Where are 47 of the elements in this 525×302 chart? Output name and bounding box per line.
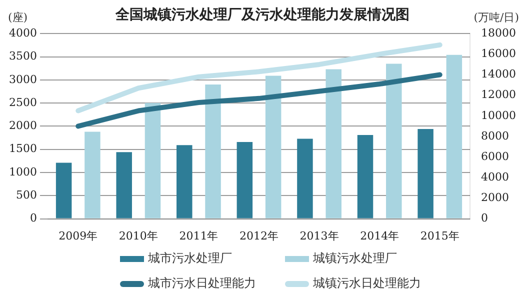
y2-tick-label: 16000 <box>481 47 516 60</box>
y-tick-label: 3500 <box>8 50 37 63</box>
y-tick-label: 2000 <box>8 119 37 132</box>
legend-label: 城市污水处理厂 <box>148 250 232 267</box>
bar <box>297 138 313 218</box>
y2-tick-label: 10000 <box>481 108 516 122</box>
y-tick-label: 3000 <box>8 72 37 86</box>
y-axis-title: (座) <box>8 10 28 25</box>
bar <box>386 64 402 218</box>
x-tick-label: 2014年 <box>360 229 400 242</box>
bar <box>176 145 192 218</box>
bar <box>84 132 100 218</box>
bar <box>418 128 434 218</box>
y2-tick-label: 2000 <box>481 191 510 204</box>
y2-tick-label: 0 <box>481 212 488 225</box>
bar <box>446 54 462 218</box>
legend-label: 城镇污水处理厂 <box>313 250 397 267</box>
y2-tick-label: 4000 <box>481 170 510 184</box>
y2-tick-label: 6000 <box>481 150 510 163</box>
y-tick-label: 0 <box>30 212 37 225</box>
x-tick-label: 2010年 <box>118 229 158 242</box>
y-tick-label: 500 <box>16 188 37 202</box>
bar <box>116 152 132 218</box>
bar <box>357 134 374 218</box>
y2-tick-label: 8000 <box>481 129 510 142</box>
bar <box>144 103 161 218</box>
x-tick-label: 2015年 <box>420 229 460 242</box>
x-tick-label: 2009年 <box>58 229 98 242</box>
x-tick-label: 2012年 <box>240 229 278 242</box>
y2-tick-label: 18000 <box>481 26 516 40</box>
bar <box>56 162 72 218</box>
y2-tick-label: 12000 <box>481 88 516 102</box>
y-tick-label: 4000 <box>8 26 37 40</box>
x-tick-label: 2011年 <box>179 229 218 242</box>
legend-label: 城镇污水日处理能力 <box>313 275 421 292</box>
bar <box>326 69 342 218</box>
bar <box>236 142 253 218</box>
legend-label: 城市污水日处理能力 <box>148 275 256 292</box>
y-tick-label: 2500 <box>8 96 37 109</box>
y2-axis-title: (万吨/日) <box>474 10 519 25</box>
x-tick-label: 2013年 <box>300 229 339 242</box>
y-tick-label: 1000 <box>8 165 37 178</box>
y-tick-label: 1500 <box>8 142 37 156</box>
bar <box>265 76 282 218</box>
chart-title: 全国城镇污水处理厂及污水处理能力发展情况图 <box>116 7 410 23</box>
bar <box>205 84 221 218</box>
y2-tick-label: 14000 <box>481 68 516 81</box>
